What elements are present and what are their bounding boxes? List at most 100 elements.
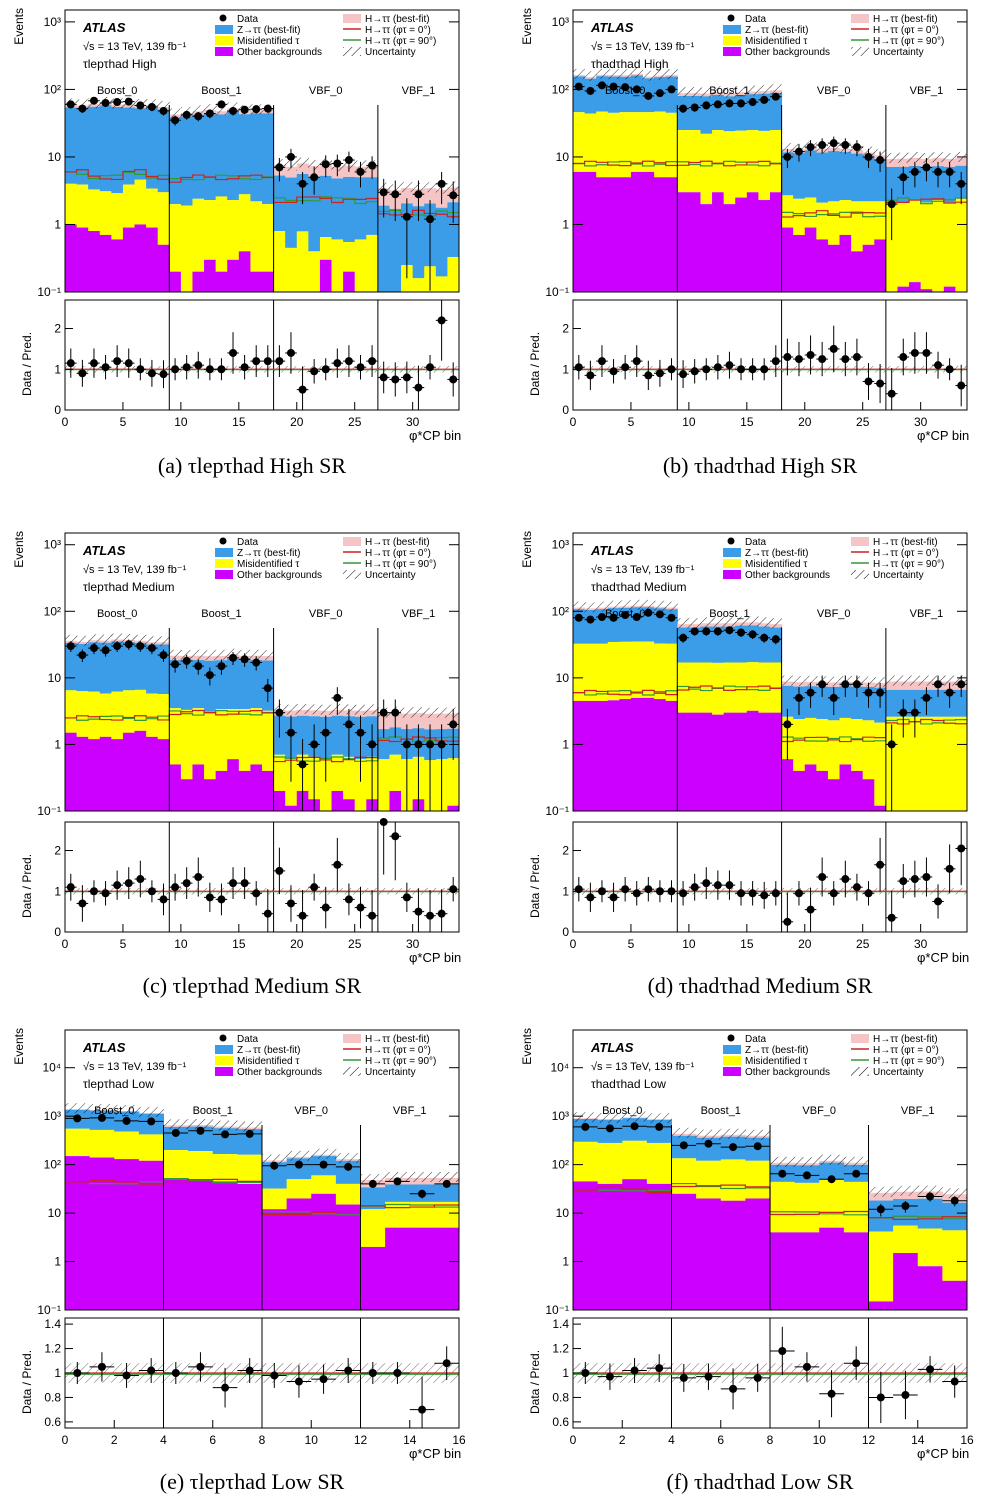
y-tick-label: 10³ <box>44 1109 61 1123</box>
ratio-point <box>221 1383 230 1392</box>
data-point <box>876 156 885 165</box>
misid-bar <box>180 205 193 292</box>
ratio-point <box>737 365 746 374</box>
other-bar <box>335 1204 361 1310</box>
ztt-bar <box>920 166 933 203</box>
atlas-label: ATLAS <box>82 543 126 558</box>
other-bar <box>665 700 678 811</box>
data-point <box>270 1161 279 1170</box>
ztt-bar <box>111 107 124 194</box>
ratio-y-tick-label: 0 <box>562 403 569 417</box>
y-tick-label: 10³ <box>44 15 61 29</box>
ratio-point <box>147 1366 156 1375</box>
ratio-point <box>818 355 827 364</box>
uncertainty-band <box>262 1154 288 1165</box>
ratio-point <box>644 371 653 380</box>
misid-bar <box>874 722 887 806</box>
x-axis-label: φ*CP bin <box>917 1446 969 1461</box>
ratio-point <box>229 879 238 888</box>
legend: ATLAS √s = 13 TeV, 139 fb⁻¹ τlepτhad High D… <box>82 14 436 71</box>
data-point <box>426 215 435 224</box>
y-tick-label: 10² <box>44 82 61 96</box>
data-point <box>321 728 330 737</box>
uncertainty-band <box>122 634 136 645</box>
uncertainty-band <box>885 675 898 686</box>
misid-bar <box>770 1181 796 1233</box>
data-point <box>690 103 699 112</box>
ratio-point <box>827 1389 836 1398</box>
energy-label: √s = 13 TeV, 139 fb⁻¹ <box>83 564 187 576</box>
data-point <box>194 662 203 671</box>
misid-bar <box>273 231 286 292</box>
other-bar <box>319 259 333 292</box>
ratio-point <box>586 893 595 902</box>
ratio-y-tick-label: 0.8 <box>44 1390 61 1404</box>
ztt-bar <box>88 642 101 692</box>
other-bar <box>192 271 205 292</box>
y-tick-label: 1 <box>562 1255 569 1269</box>
data-point <box>159 106 168 115</box>
ratio-point <box>270 1371 279 1380</box>
misid-bar <box>843 1181 869 1233</box>
uncertainty-band <box>642 599 655 610</box>
x-tick-label: 5 <box>120 415 127 429</box>
ztt-bar <box>238 660 251 710</box>
y-tick-label: 10² <box>552 1158 569 1172</box>
uncertainty-band <box>688 87 701 98</box>
ratio-y-tick-label: 1 <box>54 884 61 898</box>
legend-hatch <box>851 570 869 579</box>
data-point <box>263 104 272 113</box>
data-point <box>922 163 931 172</box>
htt-bar <box>897 681 910 690</box>
ztt-bar <box>642 607 655 642</box>
ztt-bar <box>76 108 89 185</box>
ratio-point <box>136 365 145 374</box>
ztt-bar <box>885 166 898 203</box>
other-bar <box>188 1179 214 1310</box>
ratio-point <box>147 369 156 378</box>
ztt-bar <box>377 729 390 760</box>
x-axis-label: φ*CP bin <box>409 1446 461 1461</box>
ratio-point <box>630 1366 639 1375</box>
ratio-point <box>449 375 458 384</box>
other-bar <box>596 177 609 292</box>
uncertainty-band <box>712 617 725 628</box>
other-bar <box>804 227 817 292</box>
uncertainty-band <box>758 617 771 628</box>
other-bar <box>720 1200 746 1310</box>
uncertainty-band <box>286 1150 312 1161</box>
data-point <box>802 1171 811 1180</box>
ztt-bar <box>65 107 78 184</box>
ztt-bar <box>804 150 817 198</box>
x-tick-label: 25 <box>856 937 870 951</box>
ztt-bar <box>180 660 193 710</box>
other-bar <box>793 770 806 811</box>
misid-bar <box>227 709 240 760</box>
ratio-point <box>581 1369 590 1377</box>
uncertainty-band <box>434 1171 460 1182</box>
other-bar <box>781 759 794 811</box>
y-tick-label: 10⁴ <box>550 1061 569 1075</box>
atlas-label: ATLAS <box>82 1040 126 1055</box>
other-bar <box>584 171 597 292</box>
ztt-bar <box>758 93 771 131</box>
x-tick-label: 4 <box>160 1433 167 1447</box>
misid-bar <box>700 662 713 713</box>
uncertainty-band <box>215 649 228 660</box>
ratio-point <box>73 1369 82 1377</box>
data-point <box>852 680 861 689</box>
misid-bar <box>942 1230 968 1281</box>
misid-bar <box>88 189 101 232</box>
uncertainty-band <box>401 182 414 193</box>
chart-panel-a: Boost_0 Boost_1 VBF_0 VBF_110⁻¹11010²10³Eve… <box>12 8 461 443</box>
other-bar <box>794 1232 820 1310</box>
uncertainty-band <box>607 69 620 80</box>
ztt-bar <box>286 1158 312 1180</box>
uncertainty-band <box>712 86 725 97</box>
misid-bar <box>746 130 759 193</box>
uncertainty-band <box>607 600 620 611</box>
ratio-point <box>760 365 769 374</box>
other-bar <box>343 271 356 292</box>
misid-bar <box>893 1225 919 1254</box>
legend-swatch <box>215 1067 233 1076</box>
